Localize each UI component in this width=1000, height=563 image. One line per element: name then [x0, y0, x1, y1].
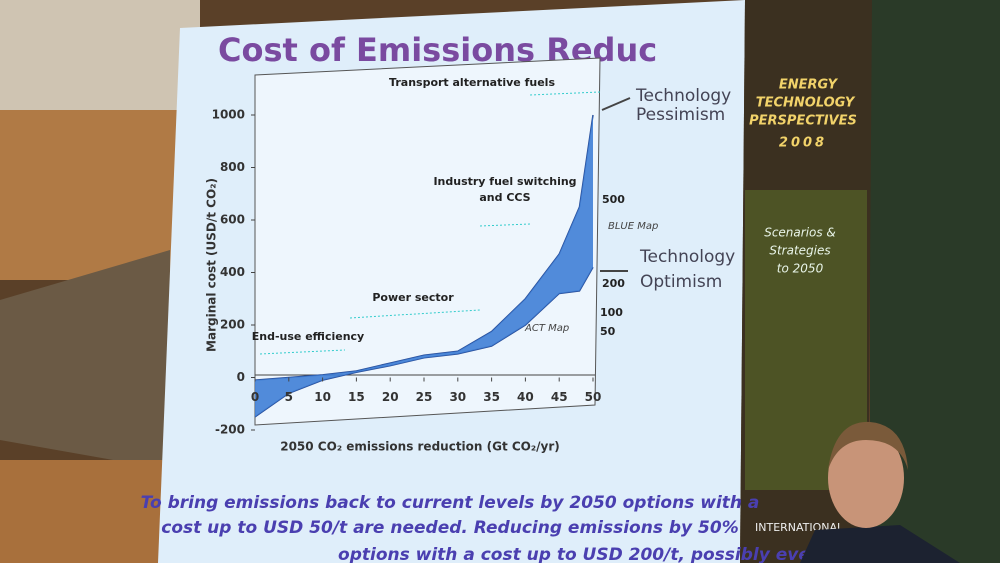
- arrow: [601, 97, 631, 111]
- sidebar-year: 2008: [779, 136, 827, 151]
- y-tick-label: -200: [215, 423, 245, 437]
- arrow: [479, 223, 531, 227]
- callout: Technology: [635, 86, 731, 106]
- sidebar-text: ENERGY: [779, 78, 839, 93]
- sidebar-text: Strategies: [769, 244, 830, 258]
- person-head: [828, 428, 904, 528]
- x-axis-label: 2050 CO₂ emissions reduction (Gt CO₂/yr): [280, 440, 560, 454]
- annotation: Power sector: [372, 291, 454, 304]
- band-fill: [255, 115, 593, 417]
- callout: Optimism: [640, 272, 722, 292]
- brick-wall: [0, 250, 170, 470]
- y-tick-label: 0: [237, 370, 245, 384]
- x-tick-label: 0: [251, 390, 259, 404]
- person-body: [800, 525, 960, 563]
- x-tick-label: 20: [382, 390, 399, 404]
- sidebar-text: PERSPECTIVES: [749, 114, 857, 129]
- arrow: [349, 309, 481, 319]
- x-tick-label: 10: [314, 390, 331, 404]
- body-line: To bring emissions back to current level…: [141, 493, 760, 513]
- body-line: cost up to USD 50/t are needed. Reducing…: [161, 518, 739, 538]
- y-tick-label: 800: [220, 160, 245, 174]
- y-tick-label: 200: [220, 318, 245, 332]
- callout: Technology: [639, 247, 735, 267]
- y-tick-label: 600: [220, 213, 245, 227]
- annotation: Industry fuel switching: [433, 175, 576, 188]
- x-tick-label: 45: [551, 390, 568, 404]
- ceiling: [0, 0, 200, 110]
- y-tick-label: 1000: [212, 108, 245, 122]
- x-tick-label: 30: [449, 390, 466, 404]
- body-line: options with a cost up to USD 200/t, pos…: [338, 545, 822, 563]
- sidebar-text: to 2050: [777, 262, 824, 276]
- x-tick-label: 50: [585, 390, 602, 404]
- callout: Pessimism: [636, 105, 725, 125]
- x-tick-label: 40: [517, 390, 534, 404]
- x-tick-label: 15: [348, 390, 365, 404]
- wood-panel-low: [0, 460, 170, 563]
- series-line: [254, 266, 594, 418]
- sidebar-text: TECHNOLOGY: [756, 96, 856, 111]
- x-tick-label: 25: [416, 390, 433, 404]
- person-hair: [828, 421, 908, 470]
- annotation: BLUE Map: [608, 221, 658, 232]
- y-tick-label: 400: [220, 265, 245, 279]
- x-tick-label: 5: [285, 390, 293, 404]
- wood-panel: [0, 110, 180, 280]
- y-axis-label: Marginal cost (USD/t CO₂): [205, 178, 219, 352]
- annotation: 500: [602, 193, 625, 206]
- annotation: 50: [600, 325, 616, 338]
- annotation: ACT Map: [524, 323, 569, 334]
- annotation: Transport alternative fuels: [389, 76, 555, 89]
- sidebar-text: Scenarios &: [764, 226, 836, 240]
- plot-frame: [254, 57, 601, 426]
- annotation: and CCS: [479, 191, 530, 204]
- annotation: End-use efficiency: [252, 330, 364, 343]
- annotation: 200: [602, 277, 625, 290]
- x-tick-label: 35: [483, 390, 500, 404]
- annotation: 100: [600, 306, 623, 319]
